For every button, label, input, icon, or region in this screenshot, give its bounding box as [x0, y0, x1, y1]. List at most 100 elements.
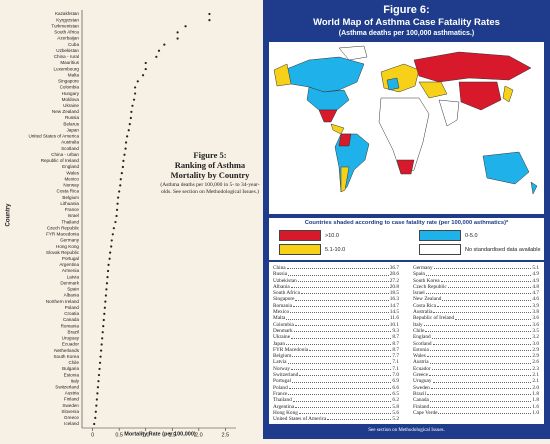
leader — [455, 315, 532, 320]
table-row: Ukraine 8.7 — [273, 334, 399, 340]
x-tick-label: 1.5 — [168, 432, 176, 438]
rate-value: 9.3 — [392, 327, 399, 334]
rate-value: 18.5 — [389, 290, 399, 297]
dot — [123, 153, 126, 156]
rate-value: 8.7 — [392, 340, 399, 347]
rate-value: 5.6 — [392, 409, 399, 416]
rate-value: 1.8 — [532, 390, 539, 397]
leader — [447, 284, 532, 289]
africa — [378, 97, 430, 175]
table-column: Germany 5.1 Spain 4.9 South Korea 4.9 Czech Re… — [413, 265, 539, 416]
mexico — [318, 109, 338, 123]
country-name: Australia — [413, 309, 433, 316]
country-name: Albania — [273, 283, 290, 290]
russia — [413, 51, 532, 83]
table-row: FYR Macedonia 8.7 — [273, 347, 399, 353]
y-tick-label: South Africa — [54, 30, 79, 35]
figure-6: Figure 6: World Map of Asthma Case Fatal… — [263, 0, 550, 439]
dot — [97, 380, 100, 383]
table-row: Uruguay 2.1 — [413, 378, 539, 384]
dot — [110, 245, 113, 248]
dot — [184, 25, 187, 28]
table-row: Finland 1.6 — [413, 404, 539, 410]
x-tick-label: 2.5 — [222, 432, 230, 438]
dot — [115, 208, 119, 211]
y-tick-label: Moldova — [62, 97, 80, 102]
dot — [120, 172, 123, 175]
y-tick-label: Israel — [68, 213, 79, 218]
y-tick-label: Cuba — [68, 42, 79, 47]
table-row: Estonia 2.9 — [413, 347, 539, 353]
subtitle: (Asthma deaths per 100,000 asthmatics.) — [338, 30, 475, 37]
rate-value: 36.7 — [389, 265, 399, 271]
leader — [425, 328, 532, 333]
country-name: Canada — [413, 397, 429, 404]
leader — [309, 347, 392, 352]
y-tick-label: Italy — [71, 378, 80, 383]
leader — [430, 385, 532, 389]
leader — [430, 404, 532, 408]
y-tick-label: China - urban — [51, 152, 79, 157]
dot — [129, 116, 132, 120]
table-row: Spain 4.9 — [413, 271, 539, 277]
table-row: Denmark 9.3 — [273, 328, 399, 334]
table-row: Latvia 7.1 — [273, 359, 399, 365]
china — [458, 81, 502, 111]
country-name: Argentina — [273, 403, 295, 410]
rate-value: 1.8 — [532, 397, 539, 404]
dot — [126, 135, 129, 138]
country-name: Singapore — [273, 296, 295, 303]
dot — [108, 257, 111, 260]
legend-item: No standardised data available — [419, 244, 541, 255]
y-tick-label: Hungary — [62, 91, 80, 96]
rate-value: 6.2 — [392, 397, 399, 404]
leader — [288, 385, 392, 389]
y-tick-label: Costa Rica — [57, 189, 80, 194]
country-name: Germany — [413, 265, 433, 271]
rate-value: 8.7 — [392, 334, 399, 341]
footnote: See section on Methodological Issues. — [368, 428, 445, 433]
y-tick-label: Ukraine — [63, 103, 79, 108]
dot — [176, 37, 179, 40]
country-name: Austria — [413, 359, 429, 366]
y-tick-label: Lithuania — [60, 201, 79, 206]
table-row: New Zealand 4.6 — [413, 296, 539, 302]
leader — [292, 353, 392, 358]
legend-label: No standardised data available — [465, 246, 541, 253]
argentina — [340, 166, 350, 193]
leader — [425, 290, 532, 295]
leader — [292, 397, 392, 402]
rate-value: 3.2 — [532, 334, 539, 341]
table-row: South Africa 18.5 — [273, 290, 399, 296]
legend-label: 0-5.0 — [465, 232, 478, 239]
dot — [98, 367, 101, 371]
country-name: Costa Rica — [413, 302, 437, 309]
country-name: Portugal — [273, 378, 291, 385]
rate-value: 1.0 — [532, 409, 539, 416]
dot — [117, 196, 120, 199]
country-name: Mexico — [273, 309, 290, 316]
alaska — [273, 63, 292, 87]
legend-label: 5.1-10.0 — [325, 246, 346, 253]
leader — [294, 322, 389, 326]
country-name: France — [273, 390, 288, 397]
country-name: Brazil — [413, 390, 426, 397]
fatality-table: China 36.7 Russia 28.6 Uzbekistan 27.2 Albania… — [269, 262, 544, 424]
table-row: England 3.2 — [413, 334, 539, 340]
table-row: Argentina 5.8 — [273, 404, 399, 410]
dot — [103, 312, 106, 315]
y-tick-label: Slovak Republic — [46, 250, 80, 255]
new-zealand — [530, 181, 538, 195]
chart-subtitle: (Asthma deaths per 100,000 in 5- to 34-y… — [160, 182, 260, 195]
table-row: Wales 2.9 — [413, 353, 539, 359]
dot — [104, 294, 107, 297]
dot — [136, 80, 139, 83]
dot — [106, 276, 109, 279]
table-row: Russia 28.6 — [273, 271, 399, 277]
y-tick-label: Canada — [63, 317, 80, 322]
rate-value: 4.8 — [532, 283, 539, 290]
legend-item: >10.0 — [279, 230, 339, 241]
rate-value: 4.6 — [532, 296, 539, 303]
leader — [327, 416, 392, 421]
